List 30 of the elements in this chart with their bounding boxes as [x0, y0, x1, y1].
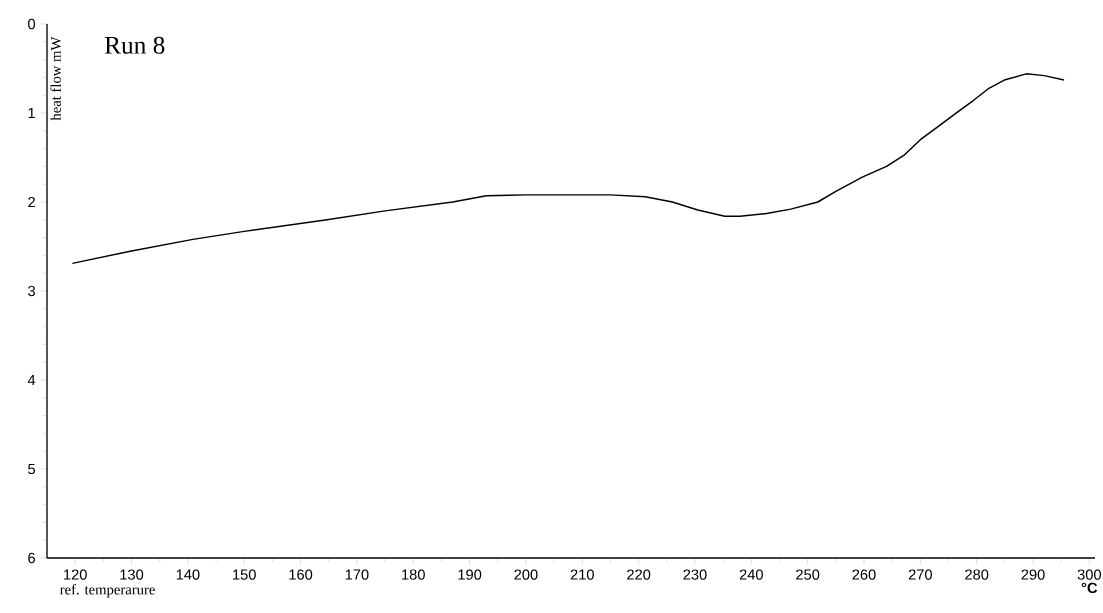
x-tick-label: 190	[458, 569, 482, 580]
x-tick-label: 200	[514, 569, 538, 580]
x-axis-title: ref. temperarure	[60, 584, 155, 598]
y-tick-label: 0	[28, 18, 36, 30]
x-tick-label: 220	[627, 569, 651, 580]
x-tick-label: 140	[176, 569, 200, 580]
y-axis-title: heat flow mW	[50, 36, 61, 121]
y-tick-label: 6	[28, 552, 35, 564]
x-tick-label: 250	[796, 569, 820, 580]
y-tick-label: 5	[28, 463, 35, 475]
x-tick-label: 120	[64, 569, 87, 580]
x-tick-label: 230	[683, 569, 707, 580]
y-tick-label: 2	[28, 196, 35, 208]
x-tick-label: 130	[120, 569, 144, 580]
x-tick-label: 150	[233, 569, 256, 580]
y-tick-label: 4	[27, 374, 36, 386]
x-tick-label: 240	[739, 569, 763, 580]
text: °C	[1081, 582, 1098, 594]
x-tick-label: 280	[965, 569, 989, 580]
x-tick-label: 270	[908, 569, 932, 580]
x-tick-label: 160	[289, 569, 313, 580]
x-tick-label: 170	[345, 569, 369, 580]
x-tick-label: 260	[852, 569, 876, 580]
y-tick-label: 3	[28, 285, 35, 297]
x-tick-label: 180	[402, 569, 425, 580]
x-tick-label: 300	[1077, 569, 1102, 580]
chart-title: Run 8	[104, 36, 165, 54]
y-tick-label: 1	[28, 107, 35, 119]
x-tick-label: 290	[1021, 569, 1045, 580]
x-tick-label: 210	[570, 569, 594, 580]
